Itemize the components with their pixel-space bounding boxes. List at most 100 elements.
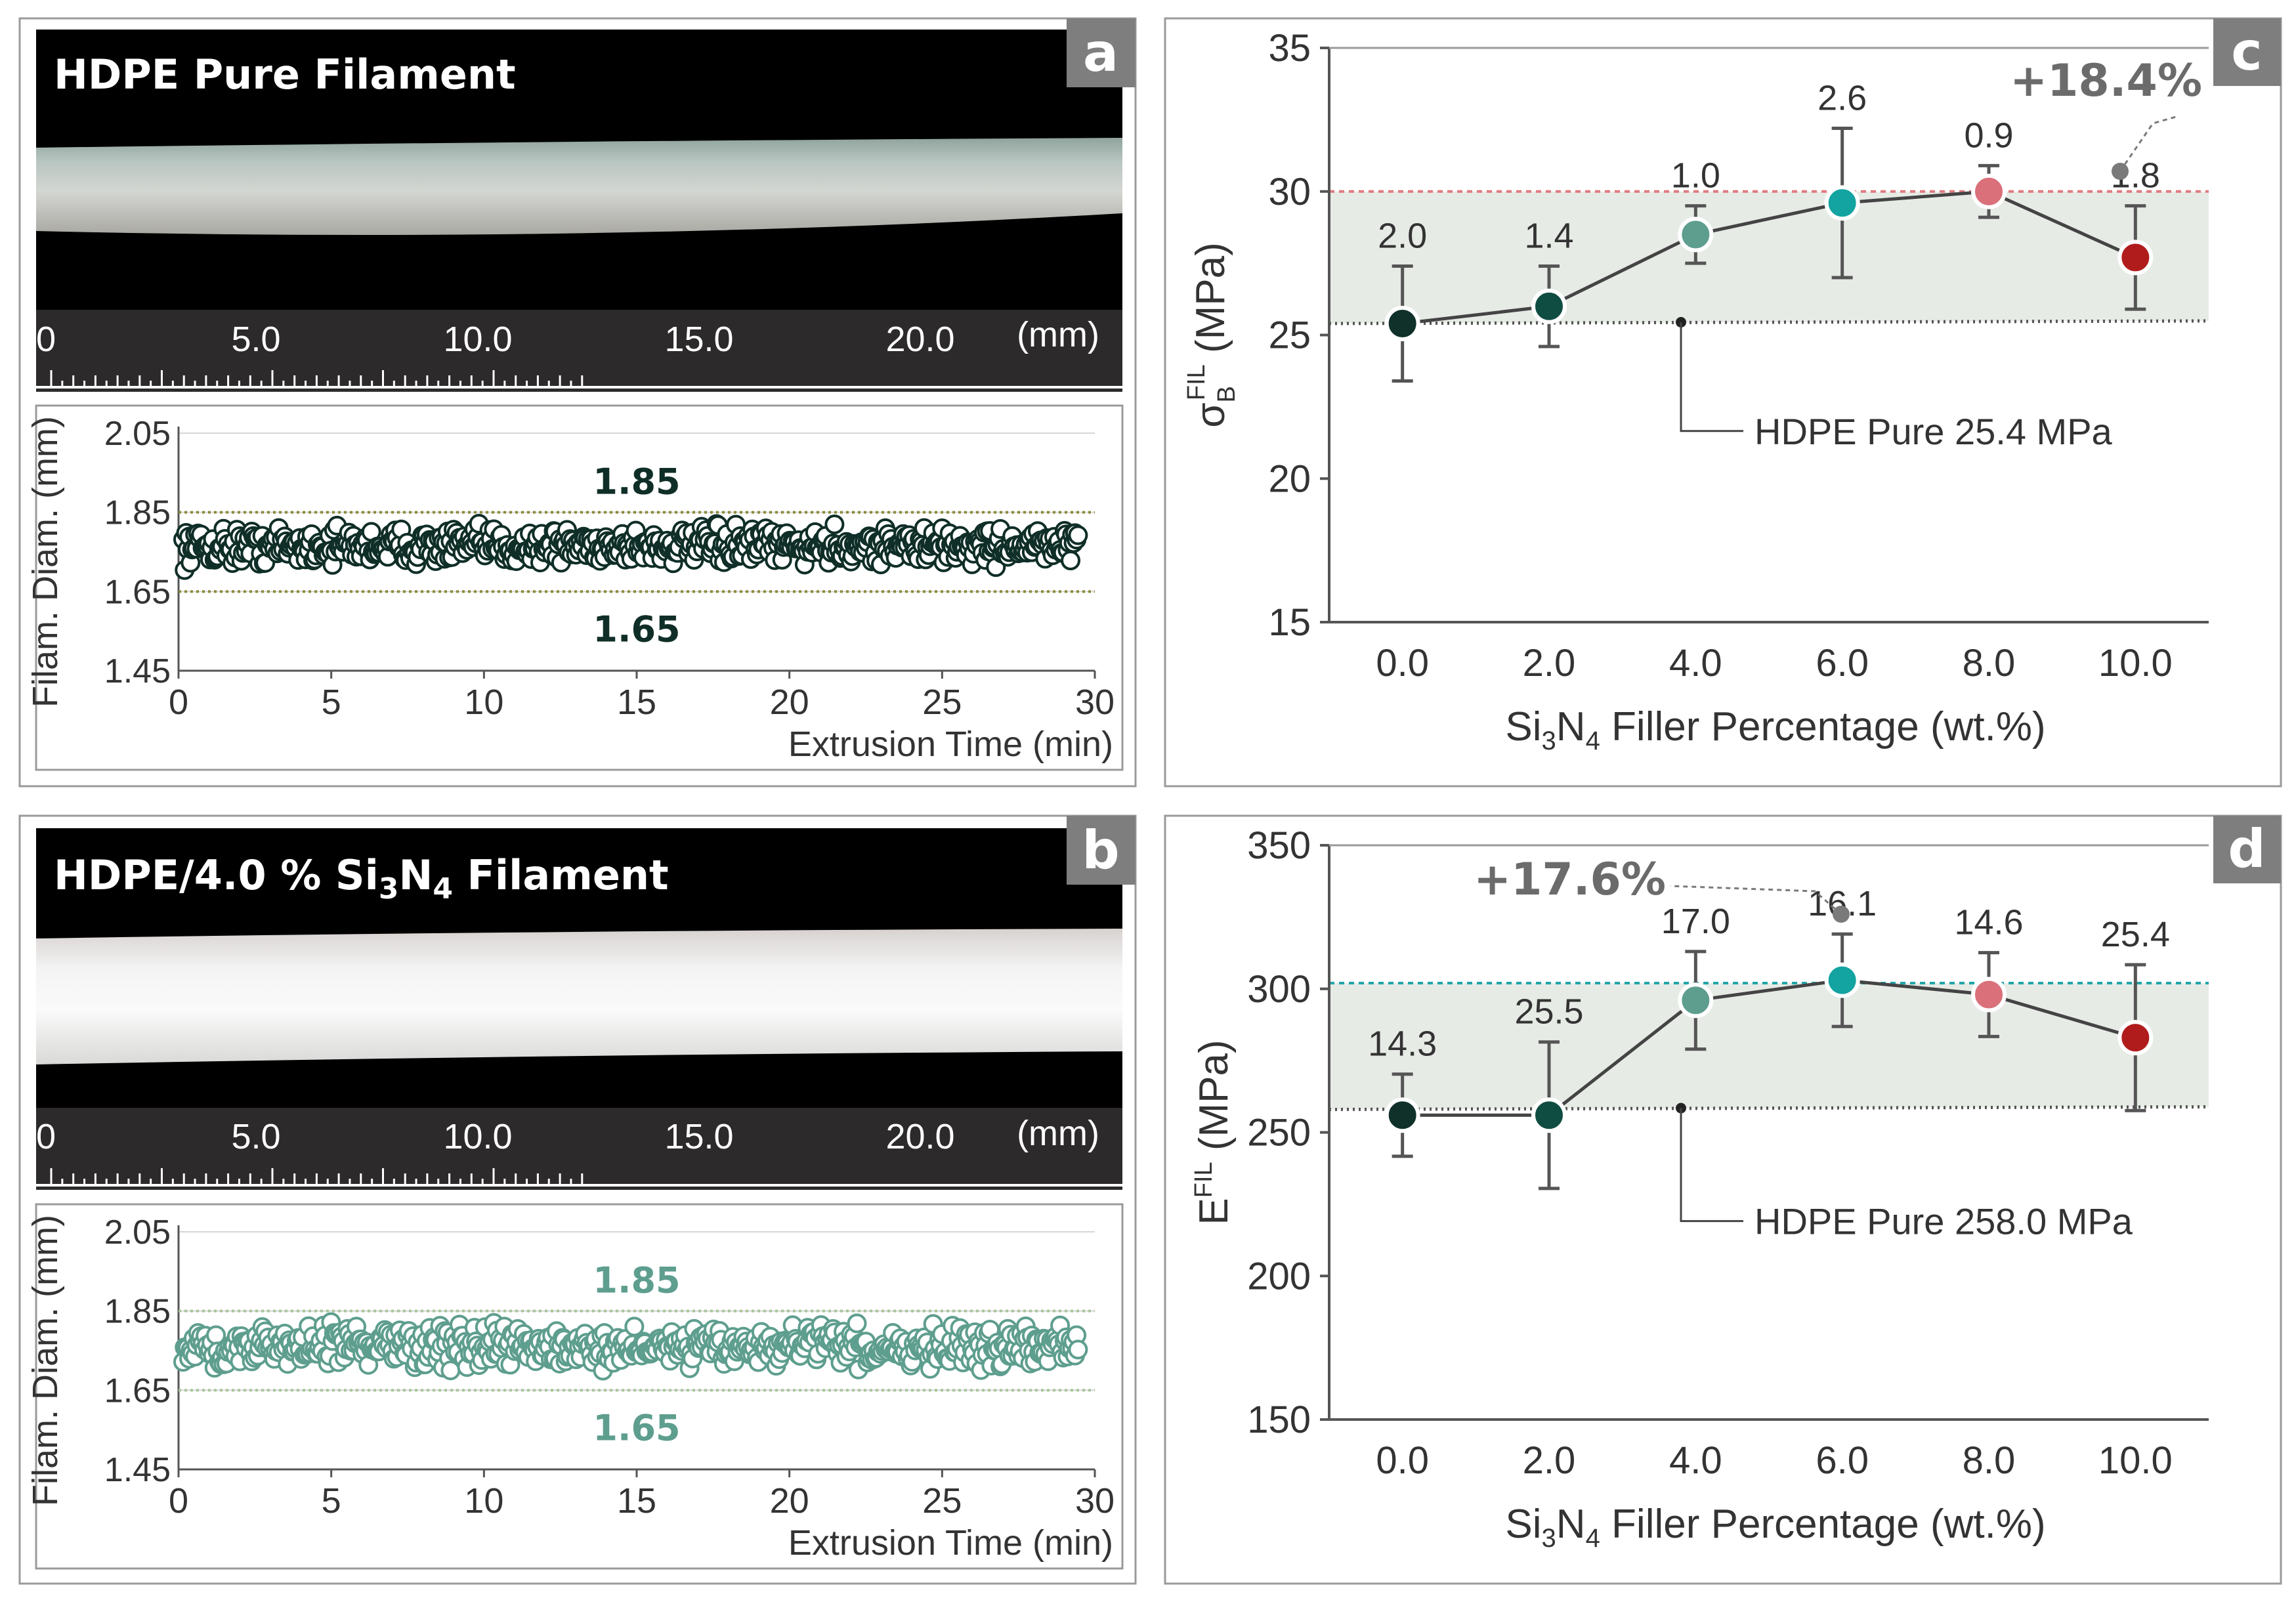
y-axis-title-unit: (MPa) [1191, 1040, 1237, 1162]
data-point [2117, 240, 2154, 276]
reference-line [1329, 319, 2209, 326]
panel-d-badge [2213, 816, 2281, 883]
panel-b: HDPE/4.0 % Si3N4 Filament 0 5.0 10.0 15.… [18, 814, 1137, 1585]
x-tick-label: 8.0 [1963, 642, 2016, 684]
x-tick-label: 0 [169, 683, 188, 722]
x-axis-title: Si3N4 Filler Percentage (wt.%) [1505, 704, 2045, 755]
y-tick-label: 250 [1247, 1112, 1311, 1154]
panel-a-badge [1067, 18, 1136, 87]
photo-b-title-rest: Filament [453, 851, 669, 899]
limit-label: 1.85 [593, 1260, 680, 1301]
increase-leader [1670, 885, 1842, 916]
photo-a-title: HDPE Pure Filament [54, 51, 516, 98]
error-label: 0.9 [1964, 116, 2013, 155]
limit-label: 1.65 [593, 1407, 680, 1448]
y-tick-label: 2.05 [104, 415, 171, 453]
x-axis-title: Extrusion Time (min) [788, 725, 1113, 764]
x-tick-label: 15 [617, 683, 656, 722]
filament-a-image [36, 138, 1122, 235]
y-axis-title-sup: FIL [1183, 364, 1210, 400]
x-axis-title-n: N [1556, 1502, 1586, 1547]
ruler-b-tick-20: 20.0 [885, 1117, 954, 1156]
panel-c: 15 20 25 30 35 0.0 2.0 4.0 6.0 8.0 10.0 HDPE Pure 2… [1164, 17, 2282, 788]
y-tick-label: 1.85 [104, 1293, 171, 1331]
series-line [1402, 979, 2137, 1117]
y-axis-title: Filam. Diam. (mm) [26, 416, 65, 707]
increase-leader [2119, 116, 2177, 172]
x-tick-label: 2.0 [1523, 1439, 1576, 1482]
data-point [1824, 962, 1860, 998]
y-tick-label: 1.65 [104, 573, 171, 611]
ruler-b-tick-0: 0 [36, 1117, 56, 1156]
x-tick-label: 25 [922, 683, 962, 722]
x-tick-label: 5 [322, 1481, 341, 1521]
chart-b-frame [35, 1203, 1124, 1570]
data-point [1384, 306, 1420, 341]
x-axis-title-sub4: 4 [1586, 726, 1600, 755]
x-tick-label: 2.0 [1523, 642, 1576, 684]
x-axis-title-si: Si [1505, 704, 1541, 749]
data-point [2117, 1020, 2154, 1056]
y-tick-label: 1.45 [104, 652, 171, 690]
photo-b-title-sub3: 3 [379, 872, 399, 906]
ruler-a-tick-10: 10.0 [443, 320, 512, 359]
y-axis-title-sub: B [1213, 386, 1241, 402]
x-tick-label: 15 [617, 1481, 656, 1521]
y-tick-label: 200 [1247, 1255, 1311, 1297]
error-label: 2.6 [1818, 79, 1867, 118]
y-tick-label: 350 [1247, 824, 1311, 867]
x-axis-title: Si3N4 Filler Percentage (wt.%) [1505, 1502, 2045, 1553]
data-point [1531, 1097, 1567, 1133]
improvement-band [1329, 983, 2209, 1110]
data-point [1068, 1339, 1088, 1360]
panel-a: HDPE Pure Filament 0 5.0 10.0 15.0 20.0 … [18, 17, 1137, 788]
x-tick-label: 25 [922, 1481, 962, 1521]
error-label: 1.0 [1671, 156, 1720, 196]
x-tick-label: 30 [1075, 1481, 1115, 1521]
ruler-a-tick-5: 5.0 [231, 320, 280, 359]
x-axis-title-sub3: 3 [1542, 1524, 1556, 1553]
x-tick-label: 0.0 [1376, 1439, 1429, 1482]
photo-b-title-n: N [398, 851, 433, 899]
error-label: 1.4 [1524, 217, 1573, 256]
x-axis-title-n: N [1556, 704, 1586, 749]
reference-line [1329, 1105, 2209, 1111]
series-line [1402, 190, 2137, 326]
data-point [624, 1316, 645, 1337]
x-axis-title-si: Si [1505, 1502, 1541, 1547]
increase-label: +18.4% [2010, 55, 2202, 107]
panel-d-label: d [2228, 818, 2265, 879]
y-tick-label: 300 [1247, 968, 1311, 1011]
ruler-a [36, 310, 1122, 392]
x-axis-title-sub4: 4 [1586, 1524, 1600, 1553]
data-point [1678, 217, 1714, 253]
x-axis-title-sub3: 3 [1542, 726, 1556, 755]
data-point [1061, 550, 1081, 570]
ruler-b [36, 1108, 1122, 1190]
limit-label: 1.65 [593, 608, 680, 650]
y-axis-title: EFIL (MPa) [1190, 1040, 1237, 1225]
x-tick-label: 30 [1075, 683, 1115, 722]
panel-b-label: b [1082, 820, 1119, 881]
y-tick-label: 15 [1268, 601, 1311, 644]
y-tick-label: 1.65 [104, 1372, 171, 1410]
ruler-a-unit: (mm) [1017, 315, 1099, 354]
ruler-a-ticks [36, 370, 1122, 389]
ruler-b-tick-15: 15.0 [664, 1117, 733, 1156]
data-point [1384, 1097, 1420, 1133]
x-axis-title-rest: Filler Percentage (wt.%) [1600, 704, 2046, 749]
reference-label: HDPE Pure 258.0 MPa [1754, 1201, 2133, 1242]
filament-b-image [36, 929, 1122, 1064]
x-tick-label: 10.0 [2098, 642, 2173, 684]
y-tick-label: 150 [1247, 1399, 1311, 1441]
y-tick-label: 20 [1268, 457, 1311, 500]
error-label: 2.0 [1378, 217, 1427, 256]
photo-b-title-sub4: 4 [433, 872, 453, 906]
x-axis-title: Extrusion Time (min) [788, 1523, 1113, 1563]
x-tick-label: 10 [464, 1481, 503, 1521]
ruler-b-tick-5: 5.0 [231, 1117, 280, 1156]
error-label: 25.4 [2101, 915, 2170, 954]
ruler-b-tick-10: 10.0 [443, 1117, 512, 1156]
ruler-a-tick-20: 20.0 [885, 320, 954, 359]
